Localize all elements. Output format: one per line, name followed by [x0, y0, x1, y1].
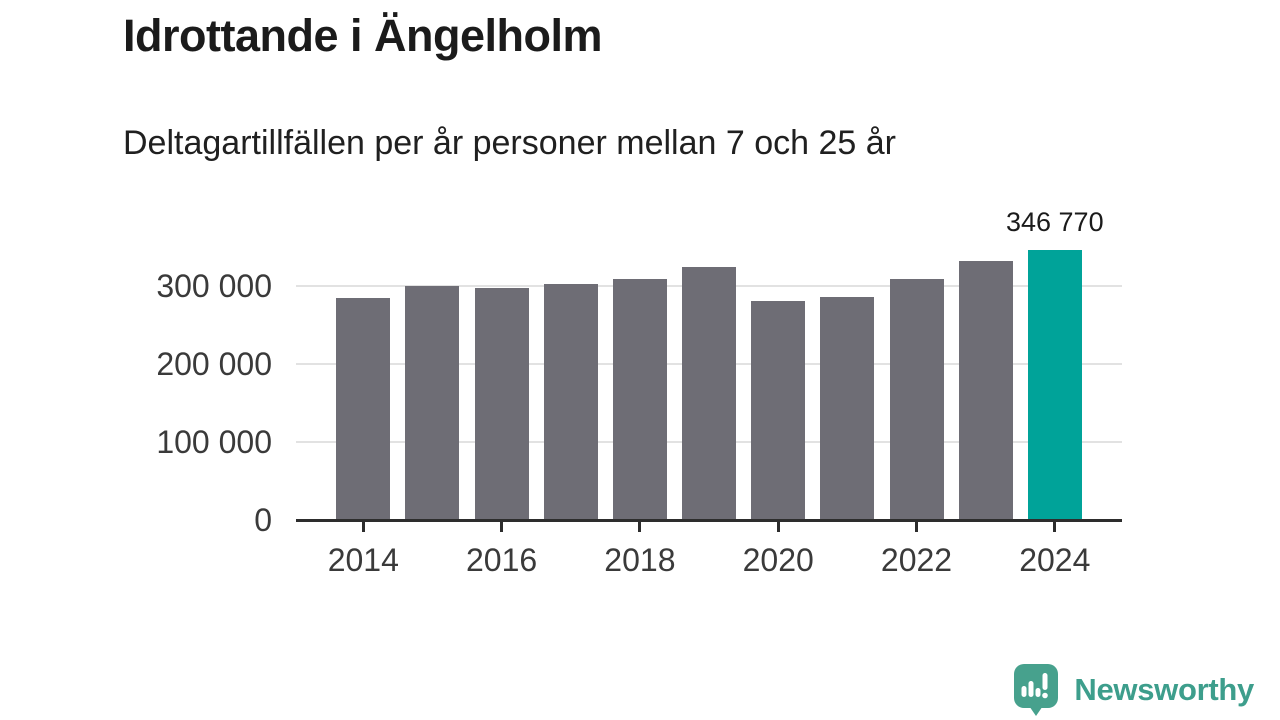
- x-axis-tick-label: 2020: [742, 542, 814, 578]
- logo-bar-1: [1021, 686, 1027, 697]
- y-axis-tick-label: 0: [254, 502, 272, 538]
- bar-value-label: 346 770: [1005, 206, 1104, 237]
- x-axis-tick: [915, 522, 918, 532]
- brand-footer: Newsworthy: [1014, 664, 1254, 716]
- bar: [612, 278, 667, 520]
- x-axis-tick-label: 2022: [880, 542, 953, 578]
- bar: [820, 296, 875, 520]
- logo-bar-2: [1028, 681, 1034, 697]
- x-axis-tick: [1053, 522, 1057, 532]
- bar: [751, 300, 806, 520]
- logo-exclamation-dot: [1042, 692, 1049, 699]
- x-axis-tick: [361, 522, 365, 532]
- bar: [336, 297, 391, 520]
- bar-highlighted: [1027, 249, 1082, 520]
- logo-exclamation-stem: [1042, 673, 1048, 690]
- bar: [543, 283, 598, 520]
- x-axis-tick-label: 2018: [604, 542, 676, 578]
- page-title: Idrottande i Ängelholm: [123, 10, 603, 61]
- bar: [889, 278, 944, 520]
- x-axis-tick-label: 2016: [466, 542, 538, 578]
- x-axis-tick-label: 2014: [327, 542, 399, 578]
- y-axis-tick-label: 300 000: [156, 268, 272, 304]
- bar: [474, 287, 529, 520]
- brand-name: Newsworthy: [1074, 672, 1254, 707]
- x-axis-tick: [638, 522, 642, 532]
- newsworthy-speech-bubble-chart-icon: [1014, 664, 1059, 716]
- x-axis-tick: [500, 522, 504, 532]
- x-axis-line: [296, 519, 1122, 522]
- x-axis-tick: [776, 522, 780, 532]
- y-axis-tick-label: 100 000: [156, 424, 272, 460]
- y-axis-tick-label: 200 000: [156, 346, 272, 382]
- bar: [405, 286, 460, 520]
- bar: [958, 261, 1013, 520]
- page-subtitle: Deltagartillfällen per år personer mella…: [123, 124, 896, 162]
- logo-bar-3: [1035, 688, 1041, 697]
- x-axis-tick-label: 2024: [1019, 542, 1091, 578]
- bar: [682, 267, 737, 520]
